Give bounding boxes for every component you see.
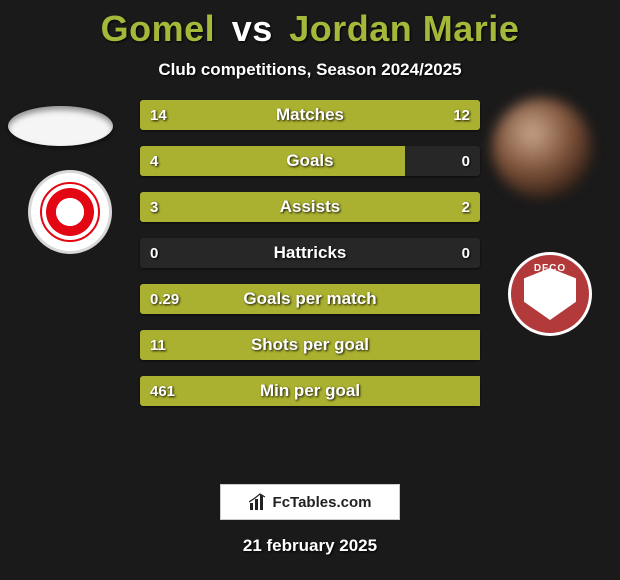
stat-row: 32Assists bbox=[140, 192, 480, 222]
stat-row: 11Shots per goal bbox=[140, 330, 480, 360]
player1-avatar bbox=[8, 106, 113, 146]
subtitle: Club competitions, Season 2024/2025 bbox=[0, 60, 620, 80]
player1-name: Gomel bbox=[101, 8, 216, 49]
stat-row: 1412Matches bbox=[140, 100, 480, 130]
comparison-title: Gomel vs Jordan Marie bbox=[0, 0, 620, 50]
player2-name: Jordan Marie bbox=[289, 8, 519, 49]
date-label: 21 february 2025 bbox=[0, 536, 620, 556]
stat-label: Min per goal bbox=[140, 376, 480, 406]
stat-row: 0.29Goals per match bbox=[140, 284, 480, 314]
chart-icon bbox=[249, 493, 267, 511]
stat-label: Assists bbox=[140, 192, 480, 222]
site-logo: FcTables.com bbox=[220, 484, 400, 520]
stat-label: Goals per match bbox=[140, 284, 480, 314]
stat-row: 40Goals bbox=[140, 146, 480, 176]
stat-label: Shots per goal bbox=[140, 330, 480, 360]
player2-club-crest bbox=[508, 252, 592, 336]
site-name: FcTables.com bbox=[273, 494, 372, 511]
stat-row: 461Min per goal bbox=[140, 376, 480, 406]
comparison-area: 1412Matches 40Goals 32Assists 00Hattricks 0.… bbox=[0, 98, 620, 478]
stat-label: Goals bbox=[140, 146, 480, 176]
player1-club-crest bbox=[28, 170, 112, 254]
stat-bars: 1412Matches 40Goals 32Assists 00Hattricks 0.… bbox=[140, 100, 480, 422]
vs-separator: vs bbox=[232, 8, 273, 49]
player2-avatar bbox=[492, 98, 592, 198]
stat-row: 00Hattricks bbox=[140, 238, 480, 268]
stat-label: Matches bbox=[140, 100, 480, 130]
stat-label: Hattricks bbox=[140, 238, 480, 268]
